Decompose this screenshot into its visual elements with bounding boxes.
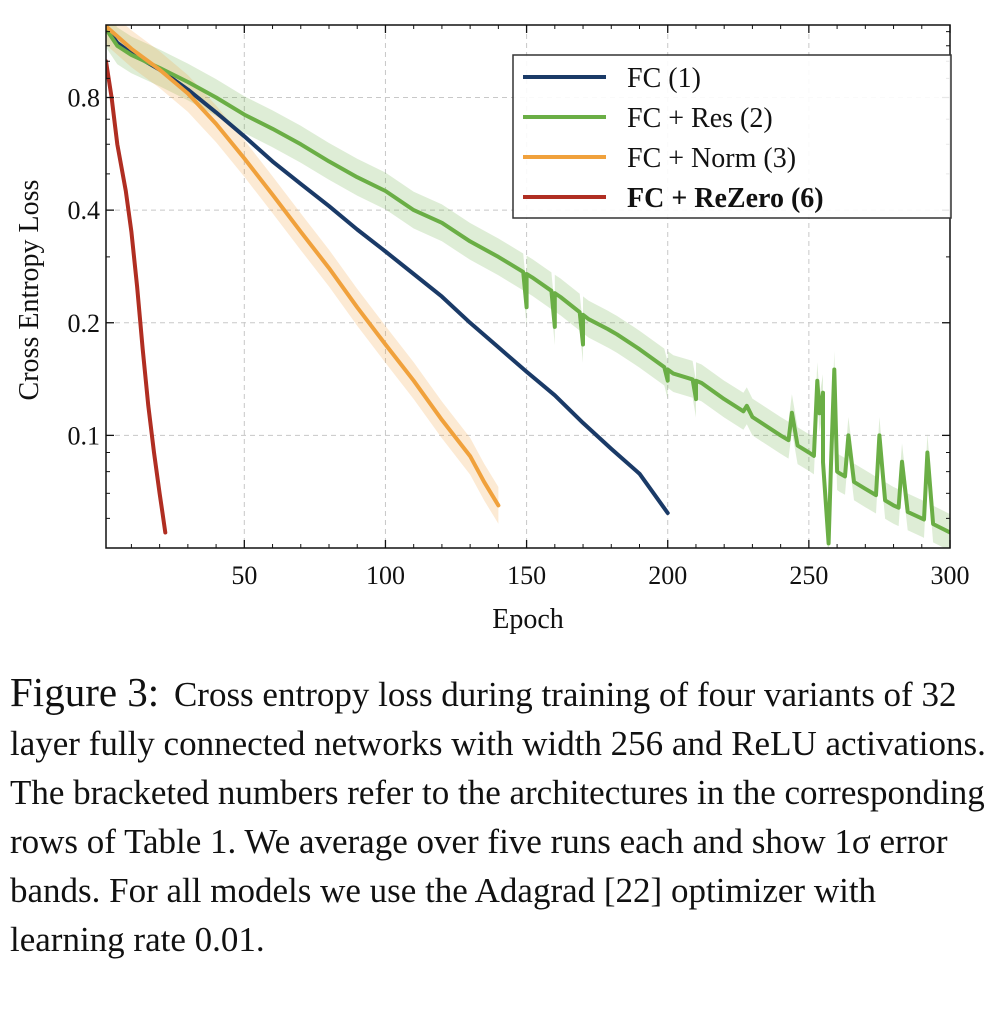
legend-label-fc-norm: FC + Norm (3) bbox=[627, 143, 796, 174]
y-tick-label: 0.2 bbox=[68, 309, 101, 338]
legend-label-fc-res: FC + Res (2) bbox=[627, 103, 773, 134]
series-lines bbox=[106, 25, 950, 546]
loss-figure: 50 100 150 200 250 300 0.1 0.2 0.4 0.8 Epoch Cros… bbox=[14, 24, 970, 635]
figure-caption: Figure 3: Cross entropy loss during trai… bbox=[10, 668, 995, 964]
series-line-2 bbox=[106, 25, 501, 508]
axis-ticks: 50 100 150 200 250 300 0.1 0.2 0.4 0.8 bbox=[68, 25, 970, 590]
plot-frame bbox=[105, 24, 951, 549]
legend-label-fc-rezero: FC + ReZero (6) bbox=[627, 183, 824, 214]
error-band-2 bbox=[106, 25, 499, 524]
legend: FC (1) FC + Res (2) FC + Norm (3) FC + R… bbox=[512, 54, 952, 219]
x-tick-label: 150 bbox=[507, 561, 546, 590]
y-tick-label: 0.4 bbox=[68, 196, 101, 225]
legend-label-fc: FC (1) bbox=[627, 63, 701, 94]
y-tick-label: 0.8 bbox=[68, 84, 101, 113]
loss-chart: 50 100 150 200 250 300 0.1 0.2 0.4 0.8 Epoch Cros… bbox=[14, 24, 970, 635]
y-tick-label: 0.1 bbox=[68, 421, 101, 450]
series-line-3 bbox=[106, 59, 168, 535]
x-tick-label: 100 bbox=[366, 561, 405, 590]
caption-label: Figure 3: bbox=[10, 669, 160, 715]
x-tick-label: 300 bbox=[931, 561, 970, 590]
x-tick-label: 200 bbox=[648, 561, 687, 590]
x-axis-label: Epoch bbox=[492, 604, 564, 635]
y-axis-label: Cross Entropy Loss bbox=[14, 180, 45, 401]
caption-text: Cross entropy loss during training of fo… bbox=[10, 675, 986, 959]
x-tick-label: 50 bbox=[231, 561, 257, 590]
series-line-1 bbox=[106, 26, 950, 546]
x-tick-label: 250 bbox=[789, 561, 828, 590]
legend-frame bbox=[512, 54, 952, 219]
